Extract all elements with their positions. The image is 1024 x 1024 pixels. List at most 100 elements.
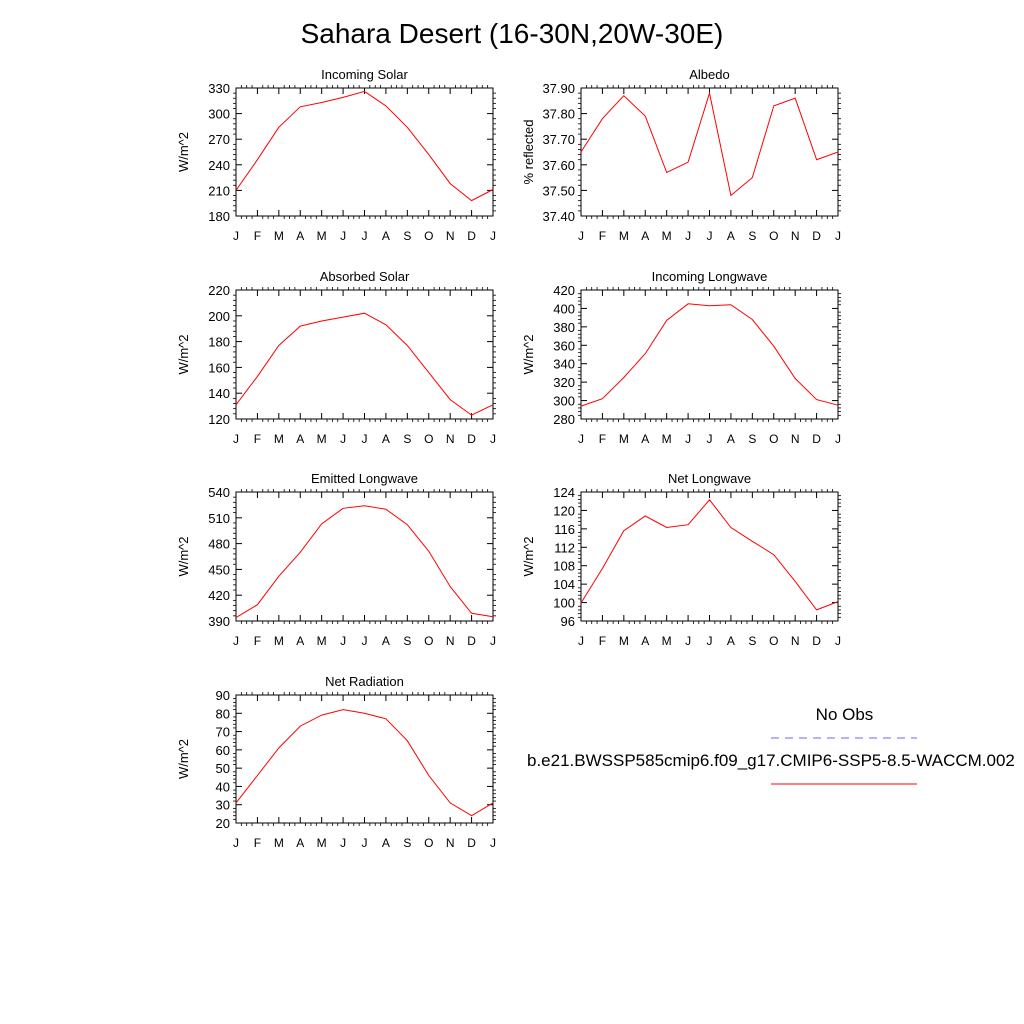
panel-title: Net Longwave (668, 471, 751, 486)
x-tick-label: S (403, 229, 411, 243)
y-tick-label: 104 (553, 577, 575, 592)
x-tick-label: F (599, 634, 606, 648)
x-tick-label: F (599, 432, 606, 446)
panel-title: Emitted Longwave (311, 471, 418, 486)
legend-case-label: b.e21.BWSSP585cmip6.f09_g17.CMIP6-SSP5-8… (527, 751, 1015, 770)
series-line (580, 499, 839, 611)
y-tick-label: 200 (208, 309, 230, 324)
x-tick-label: S (403, 634, 411, 648)
x-tick-label: S (748, 229, 756, 243)
x-tick-label: S (748, 634, 756, 648)
x-tick-label: J (835, 634, 841, 648)
x-tick-label: N (446, 229, 455, 243)
x-tick-label: A (641, 432, 649, 446)
plot-frame (235, 491, 494, 622)
y-tick-label: 210 (208, 183, 230, 198)
x-tick-label: J (490, 634, 496, 648)
plot-frame (580, 491, 839, 622)
x-tick-label: A (382, 229, 390, 243)
x-tick-label: J (490, 229, 496, 243)
y-tick-label: 80 (216, 706, 230, 721)
y-tick-label: 220 (208, 283, 230, 298)
y-tick-label: 90 (216, 688, 230, 703)
x-tick-label: J (340, 432, 346, 446)
y-tick-label: 37.50 (542, 183, 575, 198)
chart-panel-1: J F M A M J J A S O N D J180210240270300330Incoming … (176, 67, 496, 243)
x-tick-label: D (467, 836, 476, 850)
x-tick-label: N (446, 634, 455, 648)
x-tick-label: A (382, 432, 390, 446)
legend-obs-label: No Obs (815, 705, 874, 724)
y-tick-label: 20 (216, 816, 230, 831)
chart-panel-2: J F M A M J J A S O N D J37.4037.5037.6037.7037.8037… (521, 67, 841, 243)
y-tick-label: 360 (553, 338, 575, 353)
x-tick-label: A (727, 432, 735, 446)
x-tick-label: M (274, 634, 284, 648)
x-tick-label: D (467, 229, 476, 243)
x-tick-label: J (707, 432, 713, 446)
y-tick-label: 300 (553, 394, 575, 409)
x-tick-label: A (641, 634, 649, 648)
chart-panel-4: J F M A M J J A S O N D J280300320340360380400420Inc… (521, 269, 841, 446)
x-tick-label: J (233, 634, 239, 648)
x-tick-label: J (233, 836, 239, 850)
x-tick-label: D (467, 634, 476, 648)
x-tick-label: J (362, 634, 368, 648)
y-tick-label: 37.60 (542, 158, 575, 173)
x-tick-label: J (233, 432, 239, 446)
x-tick-label: A (296, 634, 304, 648)
y-tick-label: 180 (208, 209, 230, 224)
x-tick-label: J (490, 836, 496, 850)
plot-frame (580, 289, 839, 420)
panel-title: Albedo (689, 67, 729, 82)
x-tick-label: M (662, 229, 672, 243)
panel-title: Net Radiation (325, 674, 404, 689)
y-tick-label: 140 (208, 386, 230, 401)
x-tick-label: M (317, 229, 327, 243)
x-tick-label: J (362, 836, 368, 850)
series-line (580, 91, 839, 197)
y-tick-label: 108 (553, 559, 575, 574)
x-tick-label: N (446, 836, 455, 850)
figure-title: Sahara Desert (16-30N,20W-30E) (300, 18, 724, 49)
y-tick-label: 30 (216, 798, 230, 813)
x-tick-label: D (467, 432, 476, 446)
y-tick-label: 420 (208, 588, 230, 603)
x-tick-label: J (578, 634, 584, 648)
x-tick-label: J (340, 229, 346, 243)
y-tick-label: 240 (208, 158, 230, 173)
x-tick-label: J (835, 229, 841, 243)
y-axis-label: W/m^2 (176, 536, 191, 576)
y-tick-label: 112 (554, 540, 575, 555)
series-line (235, 505, 494, 619)
x-tick-label: M (317, 836, 327, 850)
x-tick-label: J (490, 432, 496, 446)
y-tick-label: 40 (216, 779, 230, 794)
x-tick-label: A (727, 634, 735, 648)
plot-frame (235, 694, 494, 824)
y-tick-label: 330 (208, 81, 230, 96)
y-tick-label: 340 (553, 357, 575, 372)
x-tick-label: O (769, 229, 778, 243)
x-tick-label: M (317, 432, 327, 446)
y-axis-label: % reflected (521, 119, 536, 184)
y-tick-label: 70 (216, 725, 230, 740)
series-line (580, 303, 839, 407)
x-tick-label: O (424, 432, 433, 446)
y-tick-label: 50 (216, 761, 230, 776)
y-tick-label: 37.40 (542, 209, 575, 224)
x-tick-label: O (769, 432, 778, 446)
x-tick-label: A (727, 229, 735, 243)
x-tick-label: J (340, 836, 346, 850)
x-tick-label: J (685, 634, 691, 648)
panel-title: Incoming Solar (321, 67, 408, 82)
y-tick-label: 100 (553, 596, 575, 611)
y-tick-label: 120 (553, 503, 575, 518)
x-tick-label: A (296, 229, 304, 243)
y-tick-label: 180 (208, 335, 230, 350)
x-tick-label: S (748, 432, 756, 446)
x-tick-label: J (707, 634, 713, 648)
y-axis-label: W/m^2 (176, 739, 191, 779)
